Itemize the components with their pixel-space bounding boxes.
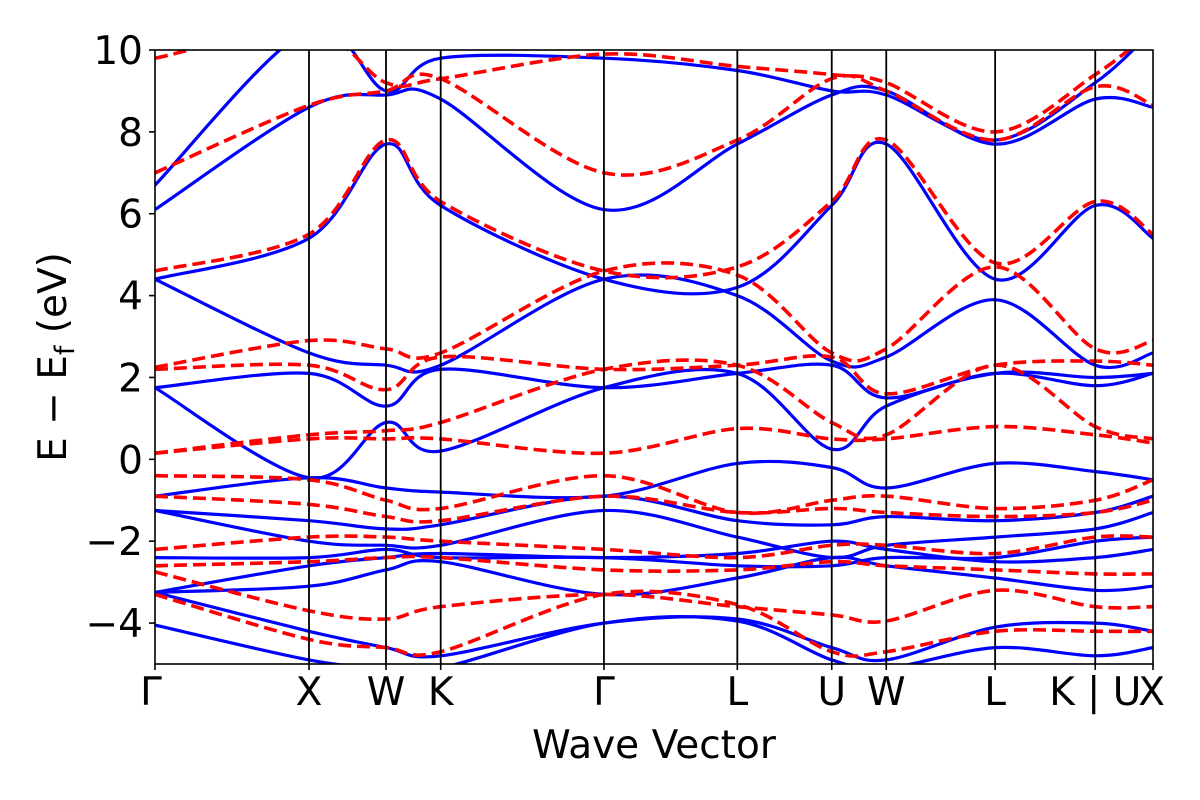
solid-band-5 xyxy=(155,535,1153,569)
dashed-band-7 xyxy=(155,424,1153,456)
x-tick-label-8: W xyxy=(867,670,906,715)
x-axis-label: Wave Vector xyxy=(532,723,777,768)
solid-band-4 xyxy=(155,539,1153,594)
solid-band-13 xyxy=(155,84,1153,212)
x-tick-label-6: L xyxy=(726,670,748,715)
y-tick-label-4: 2 xyxy=(118,356,143,401)
dashed-band-3 xyxy=(155,554,1153,577)
solid-band-11 xyxy=(155,273,1153,374)
dashed-band-4 xyxy=(155,534,1153,560)
dashed-band-11 xyxy=(155,136,1153,280)
dashed-band-9 xyxy=(155,354,1153,396)
dashed-band-12 xyxy=(155,72,1153,177)
x-tick-label-7: U xyxy=(817,670,846,715)
x-tick-label-4: K xyxy=(428,670,455,715)
x-tick-label-5: Γ xyxy=(593,670,615,715)
y-axis-label-main: E − E xyxy=(31,355,76,462)
dashed-band-2 xyxy=(155,570,1153,624)
x-tick-label-11: X xyxy=(1138,670,1165,715)
x-tick-label-2: X xyxy=(296,670,323,715)
dashed-band-13 xyxy=(155,50,1132,134)
y-axis-label-unit: (eV) xyxy=(31,252,76,346)
dashed-band-5 xyxy=(155,494,1153,524)
dashed-band-10 xyxy=(155,261,1153,369)
bands-layer xyxy=(155,50,1153,664)
dashed-band-6 xyxy=(155,473,1153,516)
y-tick-label-6: 6 xyxy=(118,193,143,238)
x-tick-label-1: Γ xyxy=(140,670,162,715)
x-tick-label-3: W xyxy=(367,670,406,715)
y-tick-label-2: −2 xyxy=(86,520,144,565)
y-tick-label-5: 4 xyxy=(118,275,143,320)
solid-band-12 xyxy=(155,140,1153,296)
solid-band-3 xyxy=(155,555,1153,597)
y-tick-label-1: −4 xyxy=(86,602,144,647)
x-tick-label-10: K | U xyxy=(1049,670,1141,715)
y-tick-label-7: 8 xyxy=(118,111,143,156)
x-tick-label-9: L xyxy=(984,670,1006,715)
solid-band-6 xyxy=(155,508,1153,560)
solid-band-7 xyxy=(155,494,1153,531)
dashed-band-1 xyxy=(155,589,1153,658)
y-axis-label-subscript: f xyxy=(50,344,81,355)
y-tick-label-3: 0 xyxy=(118,438,143,483)
y-axis-ticks: −4 −2 0 2 4 6 8 10 xyxy=(86,29,155,647)
solid-band-10 xyxy=(155,362,1153,408)
solid-band-2 xyxy=(155,590,1153,663)
y-axis-label: E − Ef (eV) xyxy=(31,252,81,462)
plot-frame xyxy=(154,49,1154,665)
high-symmetry-lines xyxy=(308,50,1097,664)
solid-band-8 xyxy=(155,459,1153,500)
dashed-band-8 xyxy=(155,358,1153,455)
y-tick-label-8: 10 xyxy=(93,29,143,74)
